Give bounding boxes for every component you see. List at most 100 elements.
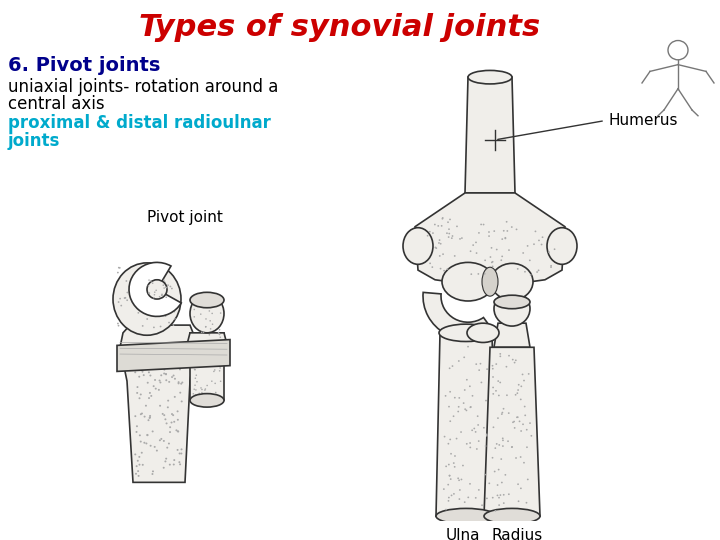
Circle shape	[138, 475, 140, 477]
Circle shape	[486, 368, 488, 370]
Circle shape	[482, 224, 485, 225]
Circle shape	[498, 504, 500, 506]
Circle shape	[203, 338, 204, 339]
Wedge shape	[129, 262, 181, 316]
Circle shape	[548, 251, 550, 253]
Circle shape	[178, 382, 179, 384]
Circle shape	[550, 266, 552, 268]
Circle shape	[143, 442, 145, 444]
Circle shape	[214, 369, 215, 371]
Circle shape	[210, 320, 211, 322]
Circle shape	[466, 379, 468, 381]
Circle shape	[449, 475, 451, 477]
Circle shape	[205, 318, 207, 320]
Circle shape	[534, 231, 536, 232]
Text: Types of synovial joints: Types of synovial joints	[140, 12, 541, 42]
Circle shape	[442, 253, 444, 255]
Circle shape	[143, 374, 145, 376]
Circle shape	[501, 238, 503, 240]
Circle shape	[217, 342, 219, 343]
Circle shape	[451, 237, 453, 239]
Circle shape	[485, 445, 487, 447]
Circle shape	[194, 377, 196, 379]
Circle shape	[448, 500, 449, 502]
Circle shape	[163, 373, 165, 374]
Circle shape	[469, 386, 471, 387]
Circle shape	[448, 464, 450, 465]
Circle shape	[155, 388, 157, 390]
Circle shape	[148, 292, 150, 294]
Circle shape	[125, 297, 126, 299]
Circle shape	[163, 369, 166, 370]
Circle shape	[194, 309, 195, 310]
Circle shape	[220, 381, 222, 382]
Circle shape	[179, 463, 181, 465]
Polygon shape	[120, 325, 195, 482]
Circle shape	[502, 440, 504, 441]
Circle shape	[505, 238, 506, 239]
Circle shape	[513, 362, 516, 363]
Circle shape	[448, 228, 450, 230]
Circle shape	[174, 421, 175, 423]
Circle shape	[497, 417, 499, 419]
Circle shape	[207, 384, 208, 386]
Circle shape	[458, 360, 460, 362]
Circle shape	[148, 354, 150, 356]
Circle shape	[156, 450, 158, 451]
Circle shape	[514, 427, 516, 429]
Circle shape	[145, 361, 147, 363]
Polygon shape	[117, 340, 230, 372]
Circle shape	[490, 247, 492, 249]
Circle shape	[124, 297, 125, 299]
Circle shape	[146, 318, 148, 320]
Circle shape	[138, 397, 140, 399]
Circle shape	[212, 323, 213, 325]
Circle shape	[435, 247, 436, 248]
Circle shape	[508, 412, 510, 414]
Circle shape	[203, 342, 204, 343]
Circle shape	[200, 387, 202, 389]
Circle shape	[159, 381, 161, 383]
Circle shape	[164, 305, 166, 307]
Circle shape	[441, 225, 443, 227]
Circle shape	[164, 461, 166, 462]
Circle shape	[160, 326, 161, 327]
Circle shape	[475, 363, 477, 365]
Circle shape	[165, 373, 167, 375]
Circle shape	[176, 449, 179, 451]
Circle shape	[196, 374, 197, 376]
Circle shape	[117, 301, 120, 303]
Circle shape	[454, 466, 456, 468]
Circle shape	[219, 329, 220, 330]
Circle shape	[492, 497, 494, 498]
Circle shape	[167, 407, 169, 408]
Circle shape	[463, 356, 465, 358]
Circle shape	[490, 256, 491, 258]
Circle shape	[496, 443, 498, 445]
Circle shape	[163, 414, 166, 416]
Circle shape	[201, 392, 203, 394]
Circle shape	[140, 441, 142, 443]
Circle shape	[498, 469, 500, 470]
Polygon shape	[187, 333, 227, 345]
Circle shape	[219, 334, 220, 335]
Circle shape	[526, 502, 527, 504]
Circle shape	[138, 456, 140, 458]
Circle shape	[151, 366, 153, 368]
Circle shape	[194, 316, 195, 318]
Circle shape	[500, 355, 501, 357]
Circle shape	[445, 509, 447, 510]
Circle shape	[470, 406, 472, 408]
Circle shape	[169, 426, 171, 428]
Circle shape	[458, 406, 459, 408]
Circle shape	[464, 408, 466, 410]
Circle shape	[156, 289, 157, 291]
Circle shape	[174, 318, 176, 320]
Circle shape	[450, 453, 452, 455]
Circle shape	[434, 224, 436, 225]
Circle shape	[449, 367, 451, 369]
Circle shape	[480, 382, 482, 383]
Circle shape	[154, 267, 156, 269]
Circle shape	[209, 334, 210, 335]
Circle shape	[488, 482, 490, 484]
